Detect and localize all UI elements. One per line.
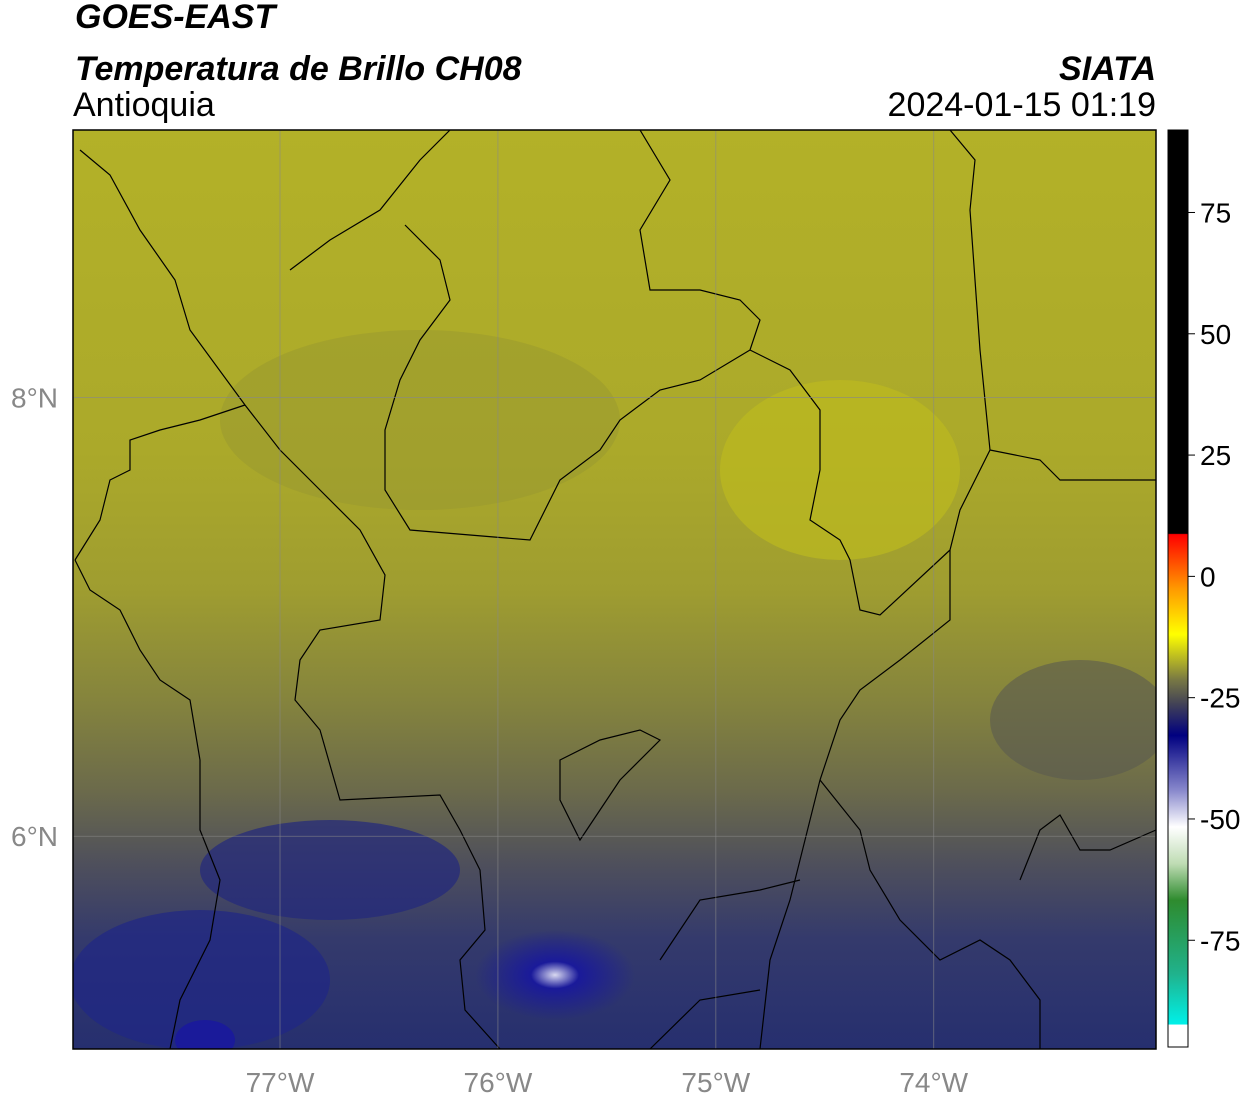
- x-tick-label: 74°W: [899, 1067, 968, 1098]
- x-tick-label: 77°W: [246, 1067, 315, 1098]
- x-tick-label: 76°W: [464, 1067, 533, 1098]
- colorbar: [1167, 129, 1189, 1048]
- subtitle: Temperatura de Brillo CH08: [75, 50, 522, 88]
- warm-area: [720, 380, 960, 560]
- admin-border: [749, 130, 991, 616]
- y-tick-label: 8°N: [11, 383, 58, 414]
- colorbar-tick-label: 75: [1200, 197, 1231, 228]
- colorbar-tick-label: -50: [1200, 804, 1240, 835]
- map-frame: [72, 129, 1157, 1050]
- colorbar-tick-label: 25: [1200, 440, 1231, 471]
- colorbar-tick-label: -75: [1200, 925, 1240, 956]
- temperature-field: [73, 130, 1156, 1049]
- admin-border: [559, 729, 662, 842]
- colorbar-tick-label: -25: [1200, 683, 1240, 714]
- y-tick-label: 6°N: [11, 821, 58, 852]
- x-tick-label: 75°W: [681, 1067, 750, 1098]
- cold-core: [475, 930, 635, 1020]
- colorbar-tick-label: 50: [1200, 319, 1231, 350]
- cold-area: [200, 820, 460, 920]
- coastline: [74, 404, 246, 561]
- datetime: 2024-01-15 01:19: [888, 86, 1156, 124]
- admin-border: [79, 149, 501, 1049]
- cool-area: [990, 660, 1156, 780]
- admin-border: [649, 879, 801, 1049]
- cool-area: [220, 330, 620, 510]
- admin-border: [819, 779, 1041, 1049]
- cold-area: [73, 910, 330, 1049]
- cold-area: [175, 1020, 235, 1049]
- admin-border: [384, 130, 761, 541]
- admin-border: [1019, 814, 1156, 881]
- source: SIATA: [1059, 50, 1156, 88]
- colorbar-tick-label: 0: [1200, 561, 1216, 592]
- admin-border: [759, 550, 951, 1049]
- coastline: [289, 130, 451, 271]
- region: Antioquia: [73, 86, 215, 124]
- admin-border: [989, 449, 1156, 481]
- title: GOES-EAST: [75, 0, 278, 36]
- grid: [73, 130, 1156, 1049]
- coastline: [74, 559, 221, 1049]
- map-field: [73, 130, 1156, 1049]
